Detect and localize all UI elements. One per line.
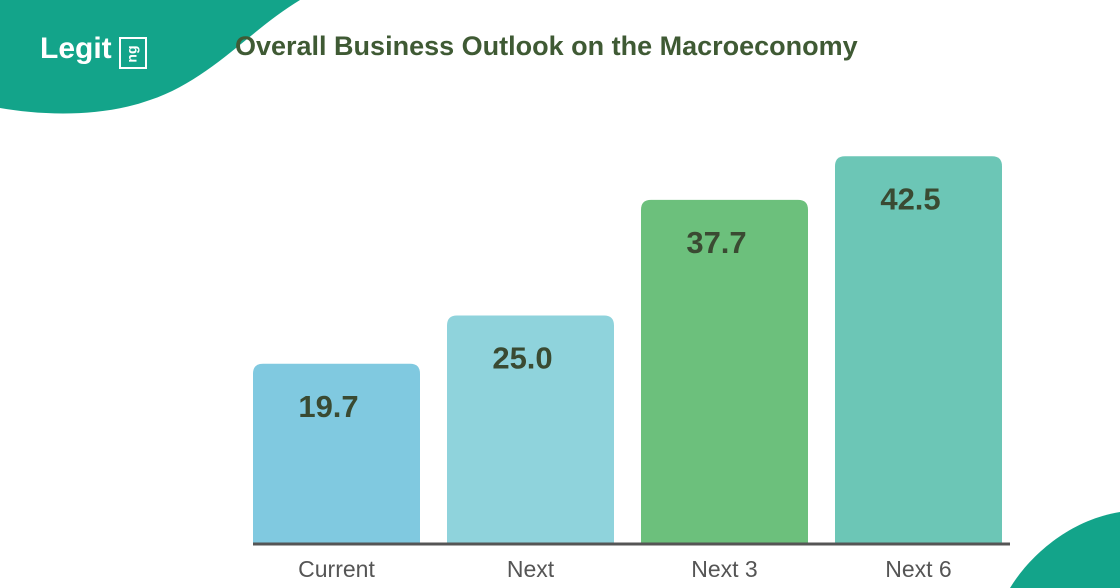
bar	[835, 156, 1002, 543]
chart-title: Overall Business Outlook on the Macroeco…	[235, 31, 858, 61]
x-tick-label: Next	[507, 556, 555, 582]
x-tick-label: Current	[298, 556, 375, 582]
brand-badge	[119, 37, 147, 69]
value-label: 42.5	[880, 181, 940, 216]
x-tick-label: Next 6	[885, 556, 951, 582]
value-label: 19.7	[298, 389, 358, 424]
brand-logo: Legit	[40, 32, 112, 65]
value-label: 37.7	[686, 225, 746, 260]
brand-shape	[0, 0, 300, 114]
bar	[447, 315, 614, 543]
corner-shape	[1010, 512, 1120, 588]
bar	[253, 363, 420, 543]
value-label: 25.0	[492, 341, 552, 376]
x-tick-label: Next 3	[691, 556, 757, 582]
brand-suffix: ng	[124, 45, 140, 62]
bar	[641, 199, 808, 543]
